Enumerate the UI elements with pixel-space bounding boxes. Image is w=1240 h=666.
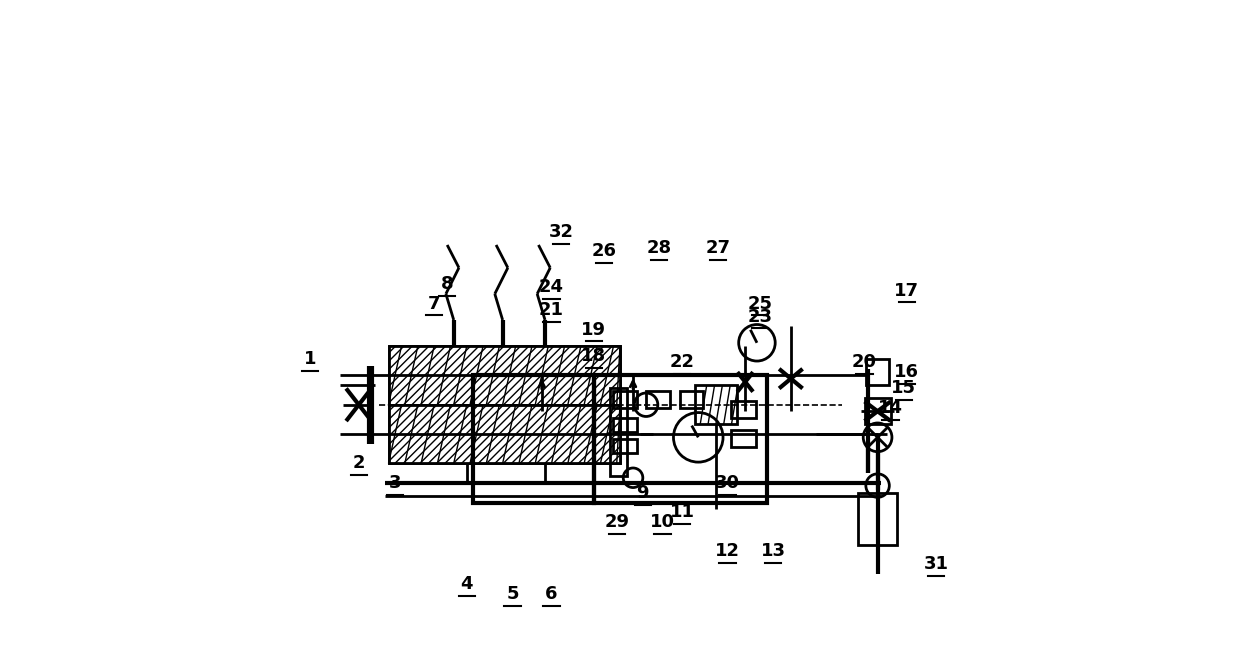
Bar (864, 398, 890, 424)
Text: 5: 5 (506, 585, 518, 603)
Bar (858, 493, 898, 545)
Text: 7: 7 (428, 294, 440, 312)
Text: 10: 10 (650, 513, 675, 531)
Text: 27: 27 (706, 239, 730, 257)
Text: 20: 20 (852, 354, 877, 372)
Bar (866, 359, 889, 385)
Text: 19: 19 (582, 321, 606, 339)
Text: 8: 8 (441, 275, 454, 293)
Bar (610, 388, 626, 476)
Text: 15: 15 (892, 380, 916, 398)
Bar (614, 439, 637, 453)
Bar (694, 385, 738, 424)
Text: 1: 1 (304, 350, 316, 368)
Bar (614, 391, 637, 408)
Bar (474, 376, 594, 503)
Text: 11: 11 (670, 503, 694, 521)
Bar (388, 405, 620, 464)
Text: 23: 23 (748, 308, 773, 326)
Text: 17: 17 (894, 282, 919, 300)
Text: 16: 16 (894, 363, 919, 381)
Text: 30: 30 (715, 474, 740, 492)
Bar (646, 391, 670, 408)
Bar (614, 418, 637, 432)
Text: 14: 14 (878, 399, 903, 417)
Text: 25: 25 (748, 294, 773, 312)
Text: 18: 18 (582, 347, 606, 365)
Bar (730, 430, 755, 447)
Bar (388, 346, 620, 405)
Text: 21: 21 (539, 301, 564, 319)
Text: 24: 24 (539, 278, 564, 296)
Bar (388, 346, 620, 405)
Text: 29: 29 (604, 513, 629, 531)
Bar (730, 401, 755, 418)
Text: 3: 3 (389, 474, 402, 492)
Bar (680, 391, 703, 408)
Text: 4: 4 (460, 575, 472, 593)
Bar (388, 405, 620, 464)
Text: 9: 9 (636, 484, 649, 501)
Text: 28: 28 (646, 239, 672, 257)
Text: 13: 13 (761, 543, 786, 561)
Bar (594, 376, 766, 503)
Text: 12: 12 (715, 543, 740, 561)
Text: 2: 2 (353, 454, 366, 472)
Text: 26: 26 (591, 242, 616, 260)
Text: 6: 6 (546, 585, 558, 603)
Text: 22: 22 (670, 354, 694, 372)
Text: 31: 31 (924, 555, 949, 573)
Text: 32: 32 (549, 223, 574, 241)
